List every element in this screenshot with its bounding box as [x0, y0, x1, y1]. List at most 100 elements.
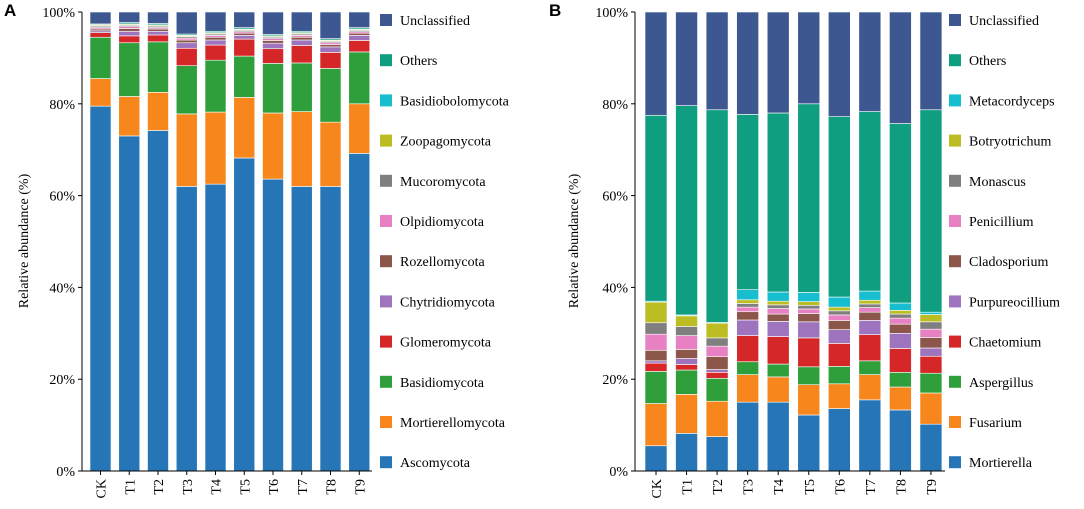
panel-a-bar-ck-unclassified	[89, 11, 112, 25]
panel-a-bar-t6-basidiomycota	[262, 63, 284, 114]
panel-b-bar-t7-unclassified	[858, 11, 882, 112]
panel-a-bar-ck-glomeromycota	[89, 32, 112, 38]
panel-a-bar-t3-glomeromycota	[175, 47, 198, 67]
panel-b-legend-label-botryotrichum: Botryotrichum	[969, 135, 1052, 150]
panel-b-bar-t9-unclassified	[919, 11, 943, 111]
panel-a-bar-t5-unclassified	[233, 11, 256, 28]
panel-b-bar-t2-fusarium	[705, 400, 729, 437]
panel-b-bar-t9-mortierella	[919, 423, 943, 472]
panel-a-bar-t2-mortierellomycota	[147, 92, 169, 131]
panel-b-bar-t6-fusarium	[827, 383, 851, 409]
panel-b-legend-label-others: Others	[969, 54, 1006, 69]
panel-b-bar-t9-purpureocillium	[919, 347, 943, 357]
panel-b-x-tick-label-t7: T7	[864, 479, 879, 495]
panel-b-bar-t1-mortierella	[675, 433, 698, 472]
panel-b-x-tick-label-t8: T8	[894, 479, 909, 495]
panel-b-bar-t3-monascus	[736, 303, 759, 308]
panel-b-bar-t7-metacordyceps	[858, 290, 882, 301]
panel-b-bar-t7-others	[858, 111, 882, 292]
panel-b-bar-t9-monascus	[919, 321, 943, 330]
panel-a-bar-t2-glomeromycota	[147, 34, 169, 43]
panel-a-x-tick-label-t3: T3	[181, 479, 196, 495]
panel-a-x-tick-label-t2: T2	[152, 479, 167, 495]
panel-b-bar-t1-fusarium	[675, 394, 698, 434]
panel-b-bar-t3-purpureocillium	[736, 319, 759, 336]
panel-b-y-tick-label: 0%	[609, 465, 628, 480]
panel-b-bar-t1-monascus	[675, 326, 698, 336]
panel-b-bar-ck-purpureocillium	[644, 360, 668, 364]
panel-b-bar-t4-purpureocillium	[766, 321, 790, 337]
panel-b-bar-t5-others	[797, 103, 821, 293]
panel-a-bar-t9-glomeromycota	[348, 40, 371, 53]
panel-b-legend-swatch-mortierella	[949, 456, 961, 469]
panel-b-legend-swatch-cladosporium	[949, 255, 961, 268]
panel-b-bar-t8-others	[889, 123, 912, 304]
panel-b-bar-t1-botryotrichum	[675, 315, 698, 327]
panel-a-x-tick-label-t7: T7	[296, 479, 311, 495]
panel-b-bar-t5-botryotrichum	[797, 301, 821, 306]
panel-a-bar-t1-basidiomycota	[118, 42, 141, 97]
panel-b-bar-t7-fusarium	[858, 374, 882, 401]
panel-a-legend-swatch-unclassified	[380, 14, 392, 26]
panel-a-legend-swatch-basidiobolomycota	[380, 94, 392, 107]
panel-b-bar-t4-fusarium	[766, 376, 790, 403]
panel-b-bar-t5-purpureocillium	[797, 321, 821, 339]
panel-b-bar-t7-monascus	[858, 303, 882, 308]
panel-b-legend-label-purpureocillium: Purpureocillium	[969, 295, 1060, 310]
panel-b-legend-swatch-metacordyceps	[949, 94, 961, 107]
panel-a-y-axis-label: Relative abundance (%)	[17, 173, 32, 308]
panel-a-legend-label-zoopagomycota: Zoopagomycota	[400, 135, 492, 150]
panel-a-bar-t9-ascomycota	[348, 153, 371, 472]
panel-a-bar-t7-glomeromycota	[290, 45, 313, 64]
panel-b-bar-t3-fusarium	[736, 374, 759, 403]
panel-a-legend-swatch-others	[380, 54, 392, 67]
panel-b-bar-t6-others	[827, 116, 851, 298]
panel-a-bar-t7-ascomycota	[290, 186, 313, 472]
panel-a-bar-ck-basidiomycota	[89, 36, 112, 79]
panel-b-bar-t5-metacordyceps	[797, 292, 821, 302]
panel-b-bar-t7-chaetomium	[858, 334, 882, 362]
panel-b-x-tick-label-ck: CK	[650, 479, 665, 498]
panel-b-bar-t3-chaetomium	[736, 335, 759, 363]
panel-a-bar-t3-unclassified	[175, 11, 198, 35]
panel-a-letter: A	[4, 1, 16, 20]
panel-a-bar-t9-unclassified	[348, 11, 371, 28]
panel-b-bar-t4-mortierella	[766, 401, 790, 472]
panel-a-bar-t8-ascomycota	[319, 186, 342, 472]
panel-b-y-axis-label: Relative abundance (%)	[567, 173, 582, 308]
panel-b-bar-t5-unclassified	[797, 11, 821, 105]
panel-b-bar-t8-unclassified	[889, 11, 912, 124]
panel-a-bar-ck-ascomycota	[89, 105, 112, 472]
panel-b-bar-t8-mortierella	[889, 409, 912, 472]
panel-b-bar-t5-monascus	[797, 305, 821, 310]
panel-b-bar-t6-chaetomium	[827, 343, 851, 367]
panel-a-bar-t6-ascomycota	[262, 178, 284, 472]
panel-b-bar-t7-purpureocillium	[858, 320, 882, 335]
panel-b-legend-swatch-fusarium	[949, 416, 961, 428]
panel-b-bar-t1-purpureocillium	[675, 358, 698, 365]
panel-a-bar-t4-chytridiomycota	[204, 39, 227, 46]
panel-a-legend-label-ascomycota: Ascomycota	[400, 456, 471, 471]
panel-a-x-tick-label-t9: T9	[353, 479, 368, 495]
panel-b-legend-label-cladosporium: Cladosporium	[969, 255, 1048, 270]
panel-a-bar-t9-basidiomycota	[348, 51, 371, 105]
panel-a-bar-t6-chytridiomycota	[262, 42, 284, 50]
panel-b-x-tick-label-t2: T2	[711, 479, 726, 495]
panel-a-bar-t7-basidiomycota	[290, 62, 313, 112]
panel-a-bar-t8-rozellomycota	[319, 44, 342, 48]
panel-a-bar-t2-ascomycota	[147, 130, 169, 472]
panel-b-bar-ck-mortierella	[644, 445, 668, 472]
panel-b-bar-t9-metacordyceps	[919, 311, 943, 315]
panel-b-bar-t3-others	[736, 114, 759, 290]
panel-b-bar-t3-metacordyceps	[736, 289, 759, 301]
panel-b-bar-t2-others	[705, 109, 729, 323]
panel-b-bar-t1-unclassified	[675, 11, 698, 106]
panel-a-bar-t9-mortierellomycota	[348, 103, 371, 154]
panel-b-bar-t1-cladosporium	[675, 349, 698, 359]
panel-b-legend-swatch-aspergillus	[949, 375, 961, 388]
panel-b-chart: B Relative abundance (%) CK T1 T2 T3 T4 T5 T6 T…	[549, 1, 1060, 498]
panel-b-bar-ck-unclassified	[644, 11, 668, 116]
panel-a-legend-swatch-olpidiomycota	[380, 215, 392, 227]
panel-b-bar-t5-penicillium	[797, 308, 821, 314]
panel-b-bar-t4-botryotrichum	[766, 300, 790, 306]
